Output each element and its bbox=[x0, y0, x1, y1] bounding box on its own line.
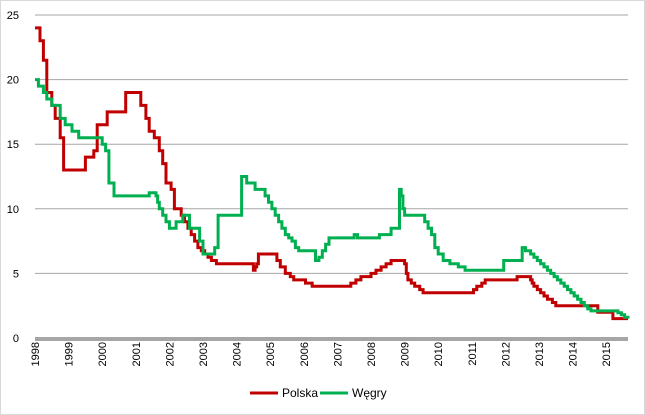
x-tick-label: 2005 bbox=[265, 342, 277, 366]
y-tick-label: 15 bbox=[7, 139, 19, 151]
x-tick-label: 2008 bbox=[366, 342, 378, 366]
series-line-0 bbox=[35, 26, 628, 321]
x-axis bbox=[35, 337, 628, 341]
legend: Polska Węgry bbox=[250, 386, 387, 400]
x-tick-label: 2003 bbox=[198, 342, 210, 366]
x-tick-label: 2000 bbox=[97, 342, 109, 366]
y-tick-label: 10 bbox=[7, 204, 19, 216]
x-tick-label: 2012 bbox=[500, 342, 512, 366]
x-tick-label: 2001 bbox=[131, 342, 143, 366]
x-tick-label: 2015 bbox=[601, 342, 613, 366]
y-tick-label: 25 bbox=[7, 10, 19, 22]
x-tick-label: 2007 bbox=[332, 342, 344, 366]
y-tick-label: 0 bbox=[13, 333, 19, 345]
x-axis-tick-labels: 1998 1999 2000 2001 2002 2003 2004 2005 2006 2007… bbox=[30, 342, 613, 366]
gridlines bbox=[35, 14, 628, 274]
legend-label-1: Węgry bbox=[352, 386, 387, 400]
y-tick-label: 20 bbox=[7, 75, 19, 87]
x-tick-label: 2002 bbox=[164, 342, 176, 366]
x-tick-label: 2010 bbox=[433, 342, 445, 366]
series-line-1 bbox=[35, 78, 630, 319]
x-tick-label: 2011 bbox=[467, 342, 479, 366]
x-tick-label: 2006 bbox=[299, 342, 311, 366]
y-tick-label: 5 bbox=[13, 268, 19, 280]
y-axis-tick-labels: 0 5 10 15 20 25 bbox=[7, 10, 19, 345]
legend-label-0: Polska bbox=[282, 386, 318, 400]
series-lines bbox=[35, 26, 630, 321]
x-tick-label: 1998 bbox=[30, 342, 42, 366]
x-axis-line bbox=[35, 337, 628, 341]
x-tick-label: 1999 bbox=[64, 342, 76, 366]
x-tick-label: 2004 bbox=[232, 342, 244, 366]
x-tick-label: 2009 bbox=[400, 342, 412, 366]
x-tick-label: 2014 bbox=[568, 342, 580, 366]
x-tick-label: 2013 bbox=[534, 342, 546, 366]
